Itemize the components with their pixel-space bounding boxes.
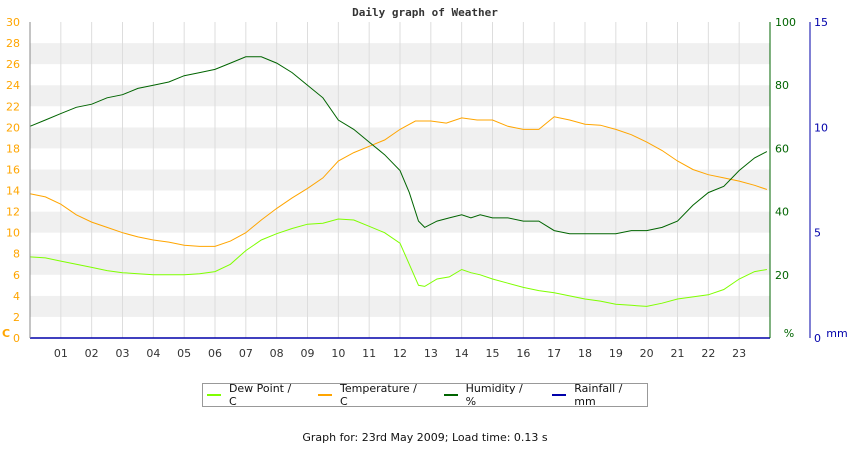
left-tick-label: 16 bbox=[6, 163, 20, 176]
left-tick-label: 10 bbox=[6, 227, 20, 240]
x-tick-label: 23 bbox=[732, 347, 746, 360]
legend-label-rainfall: Rainfall / mm bbox=[574, 382, 623, 408]
x-tick-label: 22 bbox=[701, 347, 715, 360]
x-tick-label: 13 bbox=[424, 347, 438, 360]
x-tick-label: 06 bbox=[208, 347, 222, 360]
left-tick-label: 14 bbox=[6, 185, 20, 198]
legend-label-dew-point: Dew Point / C bbox=[228, 382, 292, 408]
legend-swatch-humidity bbox=[443, 394, 458, 396]
x-tick-label: 03 bbox=[116, 347, 130, 360]
right-axis-unit-humidity: % bbox=[784, 327, 794, 340]
x-tick-label: 17 bbox=[547, 347, 561, 360]
footer-text: Graph for: 23rd May 2009; Load time: 0.1… bbox=[302, 431, 548, 444]
left-tick-label: 0 bbox=[13, 332, 20, 345]
left-tick-label: 18 bbox=[6, 142, 20, 155]
left-tick-label: 24 bbox=[6, 79, 20, 92]
right-tick-label-humidity: 60 bbox=[775, 142, 789, 155]
legend-swatch-rainfall bbox=[552, 394, 567, 396]
left-tick-label: 8 bbox=[13, 248, 20, 261]
x-tick-label: 19 bbox=[609, 347, 623, 360]
left-tick-label: 4 bbox=[13, 290, 20, 303]
x-tick-label: 04 bbox=[146, 347, 160, 360]
x-tick-label: 16 bbox=[516, 347, 530, 360]
chart-title: Daily graph of Weather bbox=[352, 6, 498, 19]
right-axis-unit-rain: mm bbox=[826, 327, 847, 340]
x-tick-label: 21 bbox=[671, 347, 685, 360]
series-line-temperature bbox=[29, 116, 768, 247]
x-tick-label: 10 bbox=[331, 347, 345, 360]
x-tick-label: 08 bbox=[270, 347, 284, 360]
left-tick-label: 30 bbox=[6, 16, 20, 29]
legend: Dew Point / C Temperature / C Humidity /… bbox=[202, 382, 648, 408]
right-tick-label-humidity: 100 bbox=[775, 16, 796, 29]
x-tick-label: 18 bbox=[578, 347, 592, 360]
axes: 0246810121416182022242628302040608010005… bbox=[6, 16, 828, 360]
legend-item-temperature: Temperature / C bbox=[318, 382, 428, 408]
left-tick-label: 22 bbox=[6, 100, 20, 113]
x-tick-label: 01 bbox=[54, 347, 68, 360]
right-tick-label-rain: 10 bbox=[814, 121, 828, 134]
x-tick-label: 05 bbox=[177, 347, 191, 360]
left-tick-label: 12 bbox=[6, 206, 20, 219]
x-tick-label: 15 bbox=[486, 347, 500, 360]
left-tick-label: 26 bbox=[6, 58, 20, 71]
x-tick-label: 14 bbox=[455, 347, 469, 360]
left-tick-label: 20 bbox=[6, 121, 20, 134]
x-tick-label: 07 bbox=[239, 347, 253, 360]
left-tick-label: 2 bbox=[13, 311, 20, 324]
right-tick-label-rain: 5 bbox=[814, 227, 821, 240]
left-tick-label: 6 bbox=[13, 269, 20, 282]
left-axis-unit: C bbox=[2, 327, 10, 340]
right-tick-label-humidity: 80 bbox=[775, 79, 789, 92]
vertical-gridlines bbox=[60, 22, 740, 338]
left-tick-label: 28 bbox=[6, 37, 20, 50]
right-tick-label-humidity: 40 bbox=[775, 206, 789, 219]
legend-label-temperature: Temperature / C bbox=[340, 382, 417, 408]
legend-item-rainfall: Rainfall / mm bbox=[552, 382, 647, 408]
legend-item-dew-point: Dew Point / C bbox=[207, 382, 302, 408]
legend-swatch-temperature bbox=[318, 394, 332, 396]
series-lines bbox=[29, 56, 770, 339]
legend-item-humidity: Humidity / % bbox=[443, 382, 537, 408]
legend-label-humidity: Humidity / % bbox=[465, 382, 523, 408]
right-tick-label-rain: 15 bbox=[814, 16, 828, 29]
series-line-dew bbox=[29, 218, 767, 307]
series-line-humidity bbox=[29, 56, 768, 235]
x-tick-label: 02 bbox=[85, 347, 99, 360]
x-tick-label: 12 bbox=[393, 347, 407, 360]
right-tick-label-rain: 0 bbox=[814, 332, 821, 345]
legend-swatch-dew-point bbox=[207, 394, 221, 396]
x-tick-label: 09 bbox=[301, 347, 315, 360]
x-tick-label: 11 bbox=[362, 347, 376, 360]
right-tick-label-humidity: 20 bbox=[775, 269, 789, 282]
x-tick-label: 20 bbox=[640, 347, 654, 360]
